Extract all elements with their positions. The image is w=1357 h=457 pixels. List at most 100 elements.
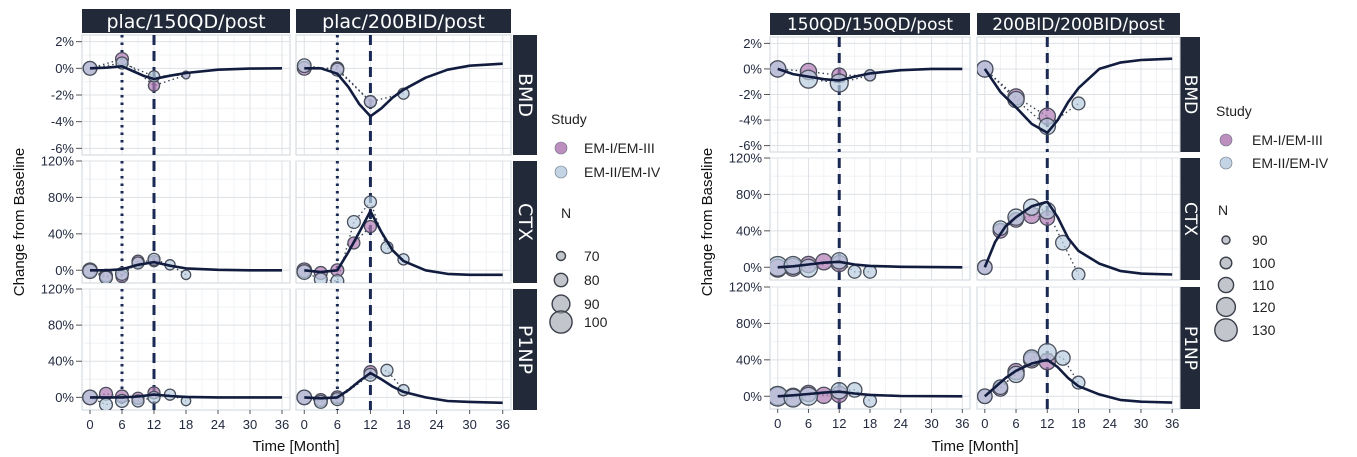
legend-study-swatch bbox=[1219, 133, 1233, 147]
y-axis-title: Change from Baseline bbox=[699, 148, 716, 296]
data-point bbox=[98, 270, 114, 283]
x-tick-label: 36 bbox=[1165, 416, 1179, 431]
model-curve bbox=[304, 209, 503, 277]
column-strip-label: plac/200BID/post bbox=[322, 11, 485, 33]
row-strip bbox=[513, 35, 537, 155]
y-tick-label: 0% bbox=[743, 61, 762, 76]
data-point bbox=[330, 274, 345, 283]
legend-size-label: 70 bbox=[584, 248, 600, 264]
data-point bbox=[798, 386, 819, 406]
panel-150qd-150qd-post-p1np bbox=[769, 286, 971, 410]
model-curve bbox=[983, 358, 1173, 404]
data-point bbox=[98, 397, 114, 410]
legend-size-label: 120 bbox=[1252, 299, 1276, 315]
data-point bbox=[363, 219, 378, 234]
column-strip bbox=[977, 13, 1180, 35]
y-tick-label: -6% bbox=[51, 141, 75, 156]
legend-size-swatch bbox=[1219, 256, 1233, 270]
y-tick-label: 0% bbox=[55, 390, 74, 405]
x-tick-label: 6 bbox=[334, 417, 341, 432]
data-point bbox=[1071, 267, 1086, 280]
legend-size-swatch bbox=[1217, 276, 1235, 294]
panel-200bid-200bid-post-bmd bbox=[976, 36, 1181, 153]
y-tick-label: -2% bbox=[739, 87, 763, 102]
x-tick-label: 30 bbox=[243, 417, 257, 432]
panel-200bid-200bid-post-p1np bbox=[976, 286, 1181, 410]
column-strip-label: 200BID/200BID/post bbox=[992, 15, 1165, 35]
row-strip bbox=[1180, 287, 1200, 409]
legend-study-swatch bbox=[554, 165, 568, 179]
x-tick-label: 0 bbox=[86, 417, 93, 432]
x-tick-label: 30 bbox=[924, 416, 938, 431]
legend-size-label: 100 bbox=[1252, 255, 1276, 271]
legend-size-label: 90 bbox=[584, 296, 600, 312]
y-tick-label: 80% bbox=[736, 187, 762, 202]
data-point bbox=[798, 258, 819, 278]
panel-plac-200bid-post-ctx bbox=[295, 160, 512, 284]
legend-size-label: 80 bbox=[584, 272, 600, 288]
model-curve bbox=[90, 393, 282, 399]
data-point bbox=[992, 379, 1009, 396]
model-curve bbox=[777, 390, 963, 398]
x-tick-label: 18 bbox=[1071, 416, 1085, 431]
data-point bbox=[1054, 350, 1071, 366]
row-strip-label: P1NP bbox=[1180, 326, 1200, 370]
y-tick-label: 80% bbox=[736, 316, 762, 331]
row-strip-label: CTX bbox=[1180, 202, 1200, 236]
column-strip-label: plac/150QD/post bbox=[106, 11, 265, 33]
x-tick-label: 24 bbox=[894, 416, 908, 431]
column-strip bbox=[770, 13, 970, 35]
row-strip bbox=[513, 161, 537, 283]
study-connector-line bbox=[304, 226, 371, 274]
x-tick-label: 24 bbox=[211, 417, 225, 432]
legend-size-label: 100 bbox=[584, 314, 608, 330]
data-point bbox=[313, 272, 328, 283]
legend-size-label: 90 bbox=[1252, 232, 1268, 248]
y-tick-label: 120% bbox=[41, 282, 75, 297]
data-point bbox=[1007, 365, 1025, 384]
y-tick-label: 2% bbox=[743, 36, 762, 51]
legend-study-label: EM-II/EM-IV bbox=[584, 164, 661, 180]
legend-study-label: EM-II/EM-IV bbox=[1252, 155, 1329, 171]
data-point bbox=[1054, 234, 1071, 251]
column-strip bbox=[296, 9, 511, 33]
y-tick-label: 40% bbox=[736, 223, 762, 238]
data-point bbox=[1037, 342, 1057, 363]
x-tick-label: 6 bbox=[118, 417, 125, 432]
legend-size-label: 130 bbox=[1252, 322, 1276, 338]
panel-plac-150qd-post-ctx bbox=[81, 160, 291, 284]
x-axis-title: Time [Month] bbox=[932, 438, 1019, 455]
y-tick-label: -4% bbox=[51, 114, 75, 129]
x-tick-label: 12 bbox=[1040, 416, 1054, 431]
data-point bbox=[147, 390, 161, 404]
y-tick-label: 0% bbox=[743, 389, 762, 404]
row-strip-label: BMD bbox=[1180, 75, 1200, 114]
x-tick-label: 12 bbox=[363, 417, 377, 432]
x-tick-label: 36 bbox=[495, 417, 509, 432]
x-tick-label: 0 bbox=[981, 416, 988, 431]
legend-study-swatch bbox=[1219, 156, 1233, 170]
x-tick-label: 6 bbox=[805, 416, 812, 431]
y-tick-label: 0% bbox=[55, 61, 74, 76]
model-curve bbox=[983, 200, 1173, 276]
x-tick-label: 30 bbox=[1134, 416, 1148, 431]
x-tick-label: 36 bbox=[275, 417, 289, 432]
panel-150qd-150qd-post-bmd bbox=[769, 36, 971, 153]
y-tick-label: 0% bbox=[743, 260, 762, 275]
legend-study-label: EM-I/EM-III bbox=[584, 140, 655, 156]
data-point bbox=[296, 58, 312, 74]
panel-200bid-200bid-post-ctx bbox=[976, 157, 1181, 281]
y-tick-label: 80% bbox=[48, 318, 74, 333]
data-point bbox=[847, 264, 862, 279]
row-strip bbox=[1180, 37, 1200, 152]
data-point bbox=[131, 394, 145, 408]
legend-size-title: N bbox=[1218, 202, 1228, 218]
data-point bbox=[180, 269, 192, 281]
row-strip bbox=[1180, 158, 1200, 280]
data-point bbox=[1007, 90, 1025, 109]
y-axis-title: Change from Baseline bbox=[11, 148, 28, 296]
legend-size-title: N bbox=[561, 205, 571, 221]
data-point bbox=[363, 367, 378, 382]
x-tick-label: 18 bbox=[396, 417, 410, 432]
legend-study-title: Study bbox=[1216, 103, 1252, 119]
